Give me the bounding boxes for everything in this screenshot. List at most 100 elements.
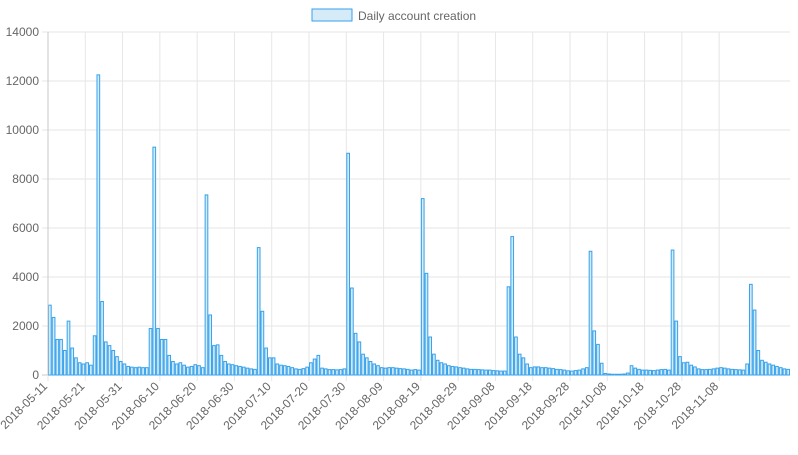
bar — [603, 373, 608, 376]
bar — [305, 366, 309, 376]
bar — [666, 369, 671, 376]
bar — [499, 370, 503, 376]
bar — [85, 362, 89, 376]
bar — [734, 369, 738, 376]
bar — [763, 361, 768, 376]
bar — [525, 363, 529, 376]
bar — [775, 365, 779, 376]
bar — [707, 368, 712, 376]
bar — [152, 146, 157, 376]
bar — [454, 366, 459, 376]
bar — [637, 368, 641, 376]
bar — [678, 356, 682, 376]
bar — [640, 369, 645, 376]
bar — [737, 369, 742, 376]
bar — [387, 367, 392, 376]
bar — [491, 370, 496, 376]
bar — [55, 338, 60, 376]
bar — [432, 353, 436, 376]
bar — [752, 309, 757, 376]
bar — [59, 338, 63, 376]
legend-label[interactable]: Daily account creation — [358, 9, 476, 23]
bar — [465, 368, 470, 376]
bar — [588, 250, 593, 376]
bar — [644, 369, 649, 376]
bar — [402, 368, 406, 376]
bar — [253, 368, 257, 376]
bar — [778, 367, 783, 376]
bar — [488, 369, 492, 376]
bar — [409, 369, 414, 376]
bar — [133, 367, 138, 376]
bar — [599, 362, 604, 376]
bar — [335, 369, 339, 376]
bar — [633, 367, 638, 376]
bar — [551, 368, 556, 376]
bar — [48, 304, 52, 376]
bar — [394, 367, 399, 376]
bar — [715, 367, 720, 376]
bar — [185, 366, 190, 376]
bar — [297, 368, 302, 376]
bar — [230, 364, 235, 376]
bar — [413, 369, 418, 376]
bar — [685, 361, 690, 376]
bar — [674, 320, 679, 376]
bars — [48, 74, 790, 376]
bar — [320, 367, 324, 376]
bar — [126, 365, 130, 376]
bar — [517, 353, 522, 376]
legend[interactable]: Daily account creation — [311, 8, 476, 23]
bar — [275, 363, 280, 376]
bar — [107, 345, 112, 376]
bar — [193, 364, 198, 376]
y-tick-label: 6000 — [12, 221, 39, 235]
bar — [510, 236, 515, 376]
bar — [208, 314, 213, 376]
bar — [476, 369, 481, 376]
bar — [294, 368, 298, 376]
bar — [200, 367, 205, 376]
bar — [596, 343, 600, 376]
bar — [450, 365, 455, 376]
bar — [290, 367, 295, 376]
bar — [771, 364, 776, 376]
bar — [66, 320, 71, 376]
bar — [786, 368, 790, 376]
bar — [741, 369, 746, 376]
bar — [167, 354, 172, 376]
bar — [461, 367, 466, 376]
bar — [309, 362, 313, 376]
bar — [189, 365, 194, 376]
bar — [342, 368, 347, 376]
bar — [435, 359, 440, 376]
bar — [573, 370, 578, 376]
bar — [197, 365, 201, 376]
y-tick-label: 2000 — [12, 319, 39, 333]
bar — [502, 370, 507, 376]
y-tick-label: 12000 — [6, 74, 40, 88]
bar — [163, 338, 168, 376]
bar — [782, 368, 787, 376]
bar — [696, 368, 701, 376]
bar — [614, 373, 619, 376]
bar — [543, 367, 548, 376]
y-tick-label: 14000 — [6, 25, 40, 39]
bar — [722, 367, 727, 376]
bar — [584, 367, 589, 376]
bar — [256, 247, 261, 376]
bar — [100, 301, 104, 376]
bar — [350, 287, 354, 376]
bar — [756, 350, 761, 376]
bar — [719, 367, 723, 376]
legend-swatch[interactable] — [311, 8, 353, 22]
bar — [357, 341, 362, 376]
bar — [558, 369, 563, 376]
bar — [137, 366, 142, 376]
bar — [711, 368, 716, 376]
bar — [648, 369, 653, 376]
bar — [749, 283, 753, 376]
bar — [506, 286, 511, 376]
bar — [484, 369, 488, 376]
bar — [689, 364, 694, 376]
